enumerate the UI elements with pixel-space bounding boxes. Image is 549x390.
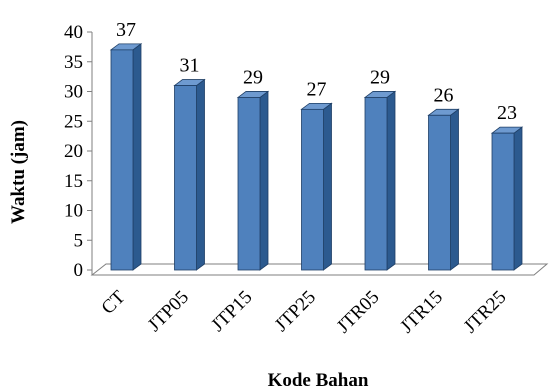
data-label: 23 bbox=[497, 102, 517, 124]
x-tick-label: JTR15 bbox=[396, 287, 447, 338]
y-tick-label: 40 bbox=[64, 22, 83, 43]
y-tick-label: 15 bbox=[64, 171, 83, 192]
data-label: 27 bbox=[307, 78, 327, 100]
x-tick-label: JTR05 bbox=[333, 287, 384, 338]
y-tick-label: 0 bbox=[74, 260, 84, 281]
data-label: 29 bbox=[370, 66, 390, 88]
bar-front bbox=[301, 108, 324, 271]
data-label: 37 bbox=[116, 19, 136, 41]
x-tick-label: CT bbox=[98, 286, 130, 318]
bar-side bbox=[323, 102, 332, 271]
x-tick-label: JTP05 bbox=[144, 287, 193, 336]
bar-side bbox=[259, 90, 269, 271]
bar-side bbox=[196, 78, 205, 271]
bar bbox=[427, 108, 460, 271]
y-axis-title: Waktu (jam) bbox=[8, 120, 29, 224]
bars-group bbox=[109, 43, 524, 271]
bar-side bbox=[386, 90, 396, 271]
bar-front bbox=[364, 97, 388, 271]
x-axis-title: Kode Bahan bbox=[268, 370, 369, 390]
bar bbox=[109, 43, 143, 271]
data-labels-group: 37 31 29 27 29 26 23 bbox=[116, 19, 517, 124]
bar-front bbox=[428, 114, 451, 271]
x-tick-label: JTR25 bbox=[460, 287, 511, 338]
y-axis: 0 5 10 15 20 25 30 35 40 bbox=[64, 22, 93, 281]
bar-side bbox=[513, 126, 523, 271]
bar-front bbox=[491, 132, 515, 271]
x-tick-label: JTP15 bbox=[207, 287, 256, 336]
bar bbox=[490, 126, 524, 271]
bar-front bbox=[237, 97, 261, 271]
y-tick-label: 10 bbox=[64, 201, 83, 222]
y-tick-label: 30 bbox=[64, 82, 83, 103]
y-tick-label: 20 bbox=[64, 141, 83, 162]
x-tick-label: JTP25 bbox=[271, 287, 320, 336]
y-tick-label: 5 bbox=[74, 230, 84, 251]
bar-side bbox=[132, 43, 142, 271]
y-tick-label: 25 bbox=[64, 111, 83, 132]
bar-front bbox=[174, 85, 197, 271]
data-label: 29 bbox=[243, 66, 263, 88]
x-tick-labels-group: CT JTP05 JTP15 JTP25 JTR05 JTR15 JTR25 bbox=[98, 286, 511, 337]
bar bbox=[363, 90, 397, 271]
bar bbox=[173, 78, 206, 271]
y-tick-label: 35 bbox=[64, 52, 83, 73]
data-label: 31 bbox=[180, 55, 200, 77]
bar-side bbox=[450, 108, 459, 271]
bar bbox=[236, 90, 270, 271]
data-label: 26 bbox=[434, 84, 454, 106]
bar-front bbox=[110, 49, 134, 271]
bar bbox=[300, 102, 333, 271]
